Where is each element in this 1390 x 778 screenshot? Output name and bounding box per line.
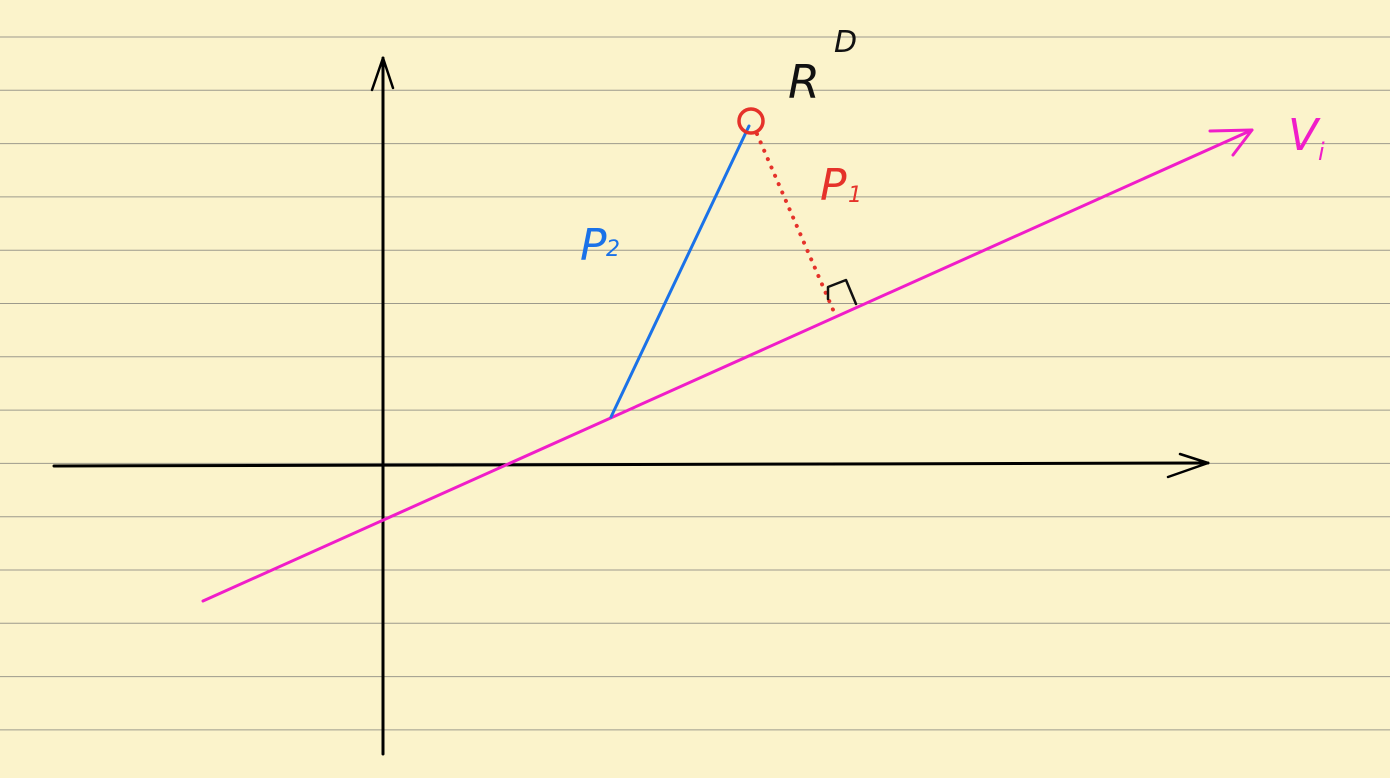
ruled-lines [0, 36, 1390, 731]
label-p2: P 2 [580, 220, 620, 271]
line-arrowhead-icon [1208, 128, 1254, 157]
label-p1: P 1 [820, 160, 862, 211]
label-space-exponent: D [834, 25, 857, 60]
y-axis [370, 56, 395, 756]
point-circle-icon [737, 107, 765, 135]
label-line-base: V [1288, 110, 1321, 161]
label-line-subscript: i [1318, 138, 1325, 166]
x-axis-arrowhead-icon [1166, 452, 1210, 479]
segment-p2 [609, 124, 751, 419]
label-p2-base: P [580, 220, 607, 271]
x-axis [52, 452, 1210, 479]
label-p2-subscript: 2 [606, 237, 620, 262]
label-line: V i [1288, 110, 1325, 166]
label-space: R D [788, 25, 857, 109]
line-v-i [201, 128, 1254, 603]
y-axis-arrowhead-icon [370, 56, 395, 92]
label-space-base: R [788, 55, 820, 109]
label-p1-subscript: 1 [848, 183, 862, 208]
right-angle-icon [826, 278, 858, 306]
label-p1-base: P [820, 160, 847, 211]
